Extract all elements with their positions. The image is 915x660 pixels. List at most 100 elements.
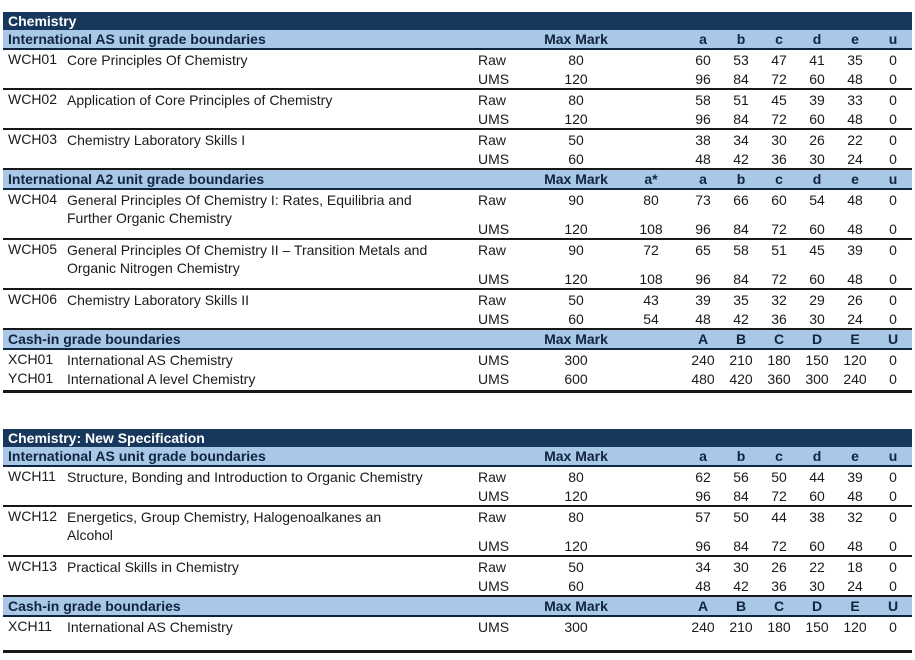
- grade-column-header: E: [850, 331, 860, 347]
- unit-title-line: Organic Nitrogen Chemistry: [67, 260, 240, 276]
- grade-boundary-value: 62: [695, 468, 711, 485]
- max-mark-value: 50: [568, 291, 584, 308]
- unit-code: WCH13: [8, 558, 58, 574]
- grade-column-header: a: [699, 171, 707, 187]
- grade-boundary-value: 36: [771, 577, 787, 594]
- unit-identity: XCH11 International AS Chemistry: [3, 617, 478, 636]
- max-mark-value: 120: [564, 70, 588, 87]
- grade-boundary-value: 60: [809, 270, 825, 287]
- grade-column-header: d: [812, 448, 822, 464]
- unit-title-line: International AS Chemistry: [67, 352, 233, 368]
- mark-type-label: UMS: [478, 370, 510, 387]
- max-mark-value: 90: [568, 241, 584, 258]
- mark-type-label: UMS: [478, 537, 510, 554]
- unit-title: Chemistry Laboratory Skills II: [67, 290, 478, 309]
- mark-type-label: UMS: [478, 351, 510, 368]
- max-mark-value: 60: [568, 150, 584, 167]
- unit-code: WCH06: [8, 291, 58, 307]
- section-header-row: Cash-in grade boundaries Max Mark A B C …: [3, 330, 912, 350]
- grade-boundary-value: 36: [771, 150, 787, 167]
- grade-boundary-value: 34: [695, 558, 711, 575]
- grade-boundary-value: 54: [643, 310, 659, 327]
- grade-boundaries-table: Chemistry International AS unit grade bo…: [3, 12, 912, 393]
- grade-boundary-value: 96: [695, 537, 711, 554]
- unit-title-line: Structure, Bonding and Introduction to O…: [67, 469, 423, 485]
- grade-column-header: A: [697, 598, 709, 614]
- grade-boundary-value: 35: [847, 51, 863, 68]
- grade-boundary-value: 26: [847, 291, 863, 308]
- grade-boundary-value: 60: [809, 110, 825, 127]
- grade-boundary-value: 30: [809, 577, 825, 594]
- unit-marks: UMS 600 480 420: [478, 369, 912, 388]
- mark-type-label: UMS: [478, 577, 510, 594]
- section-header-label: Cash-in grade boundaries: [8, 331, 181, 347]
- grade-boundary-value: 84: [733, 487, 749, 504]
- grade-column-header: b: [736, 448, 746, 464]
- grade-boundary-value: 43: [643, 291, 659, 308]
- grade-boundary-value: 84: [733, 537, 749, 554]
- table-title: Chemistry: [8, 13, 77, 29]
- unit-row: WCH01 Core Principles Of Chemistry: [3, 50, 912, 90]
- mark-type-label: UMS: [478, 70, 510, 87]
- grade-boundary-value: 50: [733, 508, 749, 525]
- grade-boundary-value: 72: [771, 220, 787, 237]
- mark-row: Raw 90 72 65 58: [478, 240, 912, 259]
- max-mark-value: 60: [568, 577, 584, 594]
- max-mark-header: Max Mark: [544, 331, 608, 347]
- table-section: International AS unit grade boundaries M…: [3, 30, 912, 170]
- grade-boundary-value: 96: [695, 70, 711, 87]
- grade-boundary-value: 420: [729, 370, 753, 387]
- grade-boundary-value: 26: [809, 131, 825, 148]
- unit-code: WCH05: [8, 241, 58, 257]
- unit-title: International AS Chemistry: [67, 350, 478, 369]
- grade-column-header: U: [887, 598, 899, 614]
- mark-row: UMS 120 96 84: [478, 69, 912, 88]
- grade-boundary-value: 0: [889, 351, 897, 368]
- grade-boundary-value: 47: [771, 51, 787, 68]
- unit-row: WCH06 Chemistry Laboratory Skills II: [3, 290, 912, 330]
- unit-marks: Raw 80 60 53: [478, 50, 912, 88]
- unit-code: XCH01: [8, 351, 54, 367]
- grade-boundary-value: 39: [847, 468, 863, 485]
- grade-boundary-value: 84: [733, 220, 749, 237]
- grade-boundary-value: 72: [771, 537, 787, 554]
- grade-boundary-value: 24: [847, 150, 863, 167]
- unit-row: WCH13 Practical Skills in Chemistry: [3, 557, 912, 597]
- unit-code: YCH01: [8, 370, 54, 386]
- grade-boundary-value: 22: [847, 131, 863, 148]
- grade-boundary-value: 51: [733, 91, 749, 108]
- unit-title: General Principles Of Chemistry I: Rates…: [67, 190, 478, 227]
- max-mark-value: 120: [564, 487, 588, 504]
- grade-boundary-value: 84: [733, 270, 749, 287]
- grade-boundary-value: 44: [771, 508, 787, 525]
- grade-boundary-value: 48: [847, 70, 863, 87]
- max-mark-value: 120: [564, 110, 588, 127]
- max-mark-value: 50: [568, 131, 584, 148]
- unit-row: WCH02 Application of Core Principles of …: [3, 90, 912, 130]
- grade-boundary-value: 120: [843, 351, 867, 368]
- grade-column-header: b: [736, 171, 746, 187]
- grade-boundary-value: 180: [767, 618, 791, 635]
- grade-boundary-value: 44: [809, 468, 825, 485]
- max-mark-value: 300: [564, 618, 588, 635]
- table-title-bar: Chemistry: [3, 12, 912, 30]
- grade-boundary-value: 0: [889, 537, 897, 554]
- grade-boundary-value: 42: [733, 310, 749, 327]
- section-header-label: Cash-in grade boundaries: [8, 598, 181, 614]
- unit-identity: WCH12 Energetics, Group Chemistry, Halog…: [3, 507, 478, 555]
- mark-row: Raw 80 60 53: [478, 50, 912, 69]
- grade-boundary-value: 48: [847, 537, 863, 554]
- unit-title-line: General Principles Of Chemistry I: Rates…: [67, 192, 412, 208]
- grade-boundary-value: 0: [889, 220, 897, 237]
- grade-boundary-value: 0: [889, 191, 897, 208]
- grade-boundary-value: 22: [809, 558, 825, 575]
- mark-type-label: Raw: [478, 291, 507, 308]
- unit-code: WCH03: [8, 131, 58, 147]
- mark-row: UMS 60 54 48 42: [478, 309, 912, 328]
- grade-boundary-value: 24: [847, 310, 863, 327]
- max-mark-header: Max Mark: [544, 598, 608, 614]
- mark-row: UMS 60 48 42: [478, 576, 912, 595]
- grade-boundaries-table: Chemistry: New Specification Internation…: [3, 429, 912, 653]
- grade-boundary-value: 30: [771, 131, 787, 148]
- grade-boundary-value: 32: [771, 291, 787, 308]
